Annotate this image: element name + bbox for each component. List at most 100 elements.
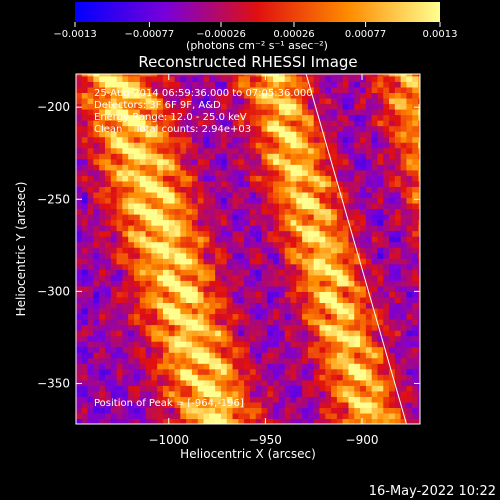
heatmap-cell [394,97,402,105]
heatmap-cell [261,202,268,210]
heatmap-cell [249,230,257,237]
heatmap-cell [365,269,373,276]
heatmap-cell [307,136,315,143]
heatmap-cell [151,296,158,304]
heatmap-cell [220,368,228,375]
heatmap-cell [145,175,152,182]
heatmap-cell [174,363,181,370]
heatmap-cell [383,75,390,82]
heatmap-cell [104,86,112,94]
heatmap-cell [400,352,408,359]
heatmap-cell [360,285,367,292]
colorbar-gradient [75,2,440,22]
heatmap-cell [244,109,251,116]
heatmap-cell [104,109,112,116]
heatmap-cell [354,191,361,199]
heatmap-cell [412,319,419,326]
heatmap-cell [133,263,141,270]
heatmap-cell [174,225,181,232]
heatmap-cell [157,335,164,342]
heatmap-cell [203,202,210,210]
heatmap-cell [302,74,309,77]
heatmap-cell [255,247,263,254]
heatmap-cell [267,407,274,414]
heatmap-cell [122,335,129,342]
heatmap-cell [81,180,89,187]
heatmap-cell [307,236,315,243]
heatmap-cell [360,346,367,353]
heatmap-cell [157,346,164,353]
heatmap-cell [319,418,326,424]
heatmap-cell [203,280,210,287]
heatmap-cell [325,191,332,199]
heatmap-cell [244,280,251,287]
heatmap-cell [418,81,420,88]
heatmap-cell [255,346,263,353]
heatmap-cell [377,74,384,77]
heatmap-cell [191,401,199,409]
heatmap-cell [365,313,373,320]
heatmap-cell [267,274,274,281]
heatmap-cell [232,412,239,420]
heatmap-cell [180,401,187,409]
heatmap-cell [290,396,297,403]
heatmap-cell [110,352,118,359]
heatmap-cell [151,103,158,110]
heatmap-cell [267,169,274,176]
heatmap-cell [215,335,222,342]
heatmap-cell [76,307,83,315]
heatmap-cell [174,191,181,199]
heatmap-cell [249,263,257,270]
heatmap-cell [128,357,135,364]
heatmap-cell [174,247,181,254]
heatmap-cell [87,114,94,121]
heatmap-cell [215,357,222,364]
heatmap-cell [76,330,83,337]
heatmap-cell [377,131,384,138]
heatmap-cell [325,136,332,143]
heatmap-cell [168,258,176,265]
heatmap-cell [191,191,199,199]
heatmap-cell [406,186,413,193]
heatmap-cell [307,291,315,298]
heatmap-cell [203,352,210,359]
heatmap-cell [244,186,251,193]
heatmap-cell [348,296,355,304]
heatmap-cell [232,197,239,204]
heatmap-cell [331,302,338,309]
heatmap-cell [93,103,100,110]
heatmap-cell [197,296,205,304]
heatmap-cell [273,197,280,204]
heatmap-cell [162,147,170,154]
heatmap-cell [116,214,123,221]
heatmap-cell [290,247,297,254]
heatmap-cell [319,125,326,132]
heatmap-cell [290,324,297,331]
heatmap-cell [133,379,141,386]
heatmap-cell [180,158,187,165]
heatmap-cell [128,368,135,375]
heatmap-cell [93,357,100,364]
heatmap-cell [267,92,274,99]
heatmap-cell [400,368,408,375]
heatmap-cell [104,147,112,154]
heatmap-cell [128,158,135,165]
heatmap-cell [191,291,199,298]
heatmap-cell [348,136,355,143]
heatmap-cell [325,296,332,304]
heatmap-cell [354,120,361,127]
heatmap-cell [249,169,257,176]
heatmap-cell [296,147,303,154]
heatmap-cell [168,191,176,199]
heatmap-cell [232,296,239,304]
heatmap-cell [203,219,210,226]
heatmap-cell [360,385,367,392]
heatmap-cell [331,103,338,110]
heatmap-cell [203,142,210,149]
heatmap-cell [238,291,245,298]
heatmap-cell [394,241,402,248]
heatmap-cell [249,236,257,243]
heatmap-cell [255,341,263,348]
heatmap-cell [133,236,141,243]
heatmap-cell [261,319,268,326]
